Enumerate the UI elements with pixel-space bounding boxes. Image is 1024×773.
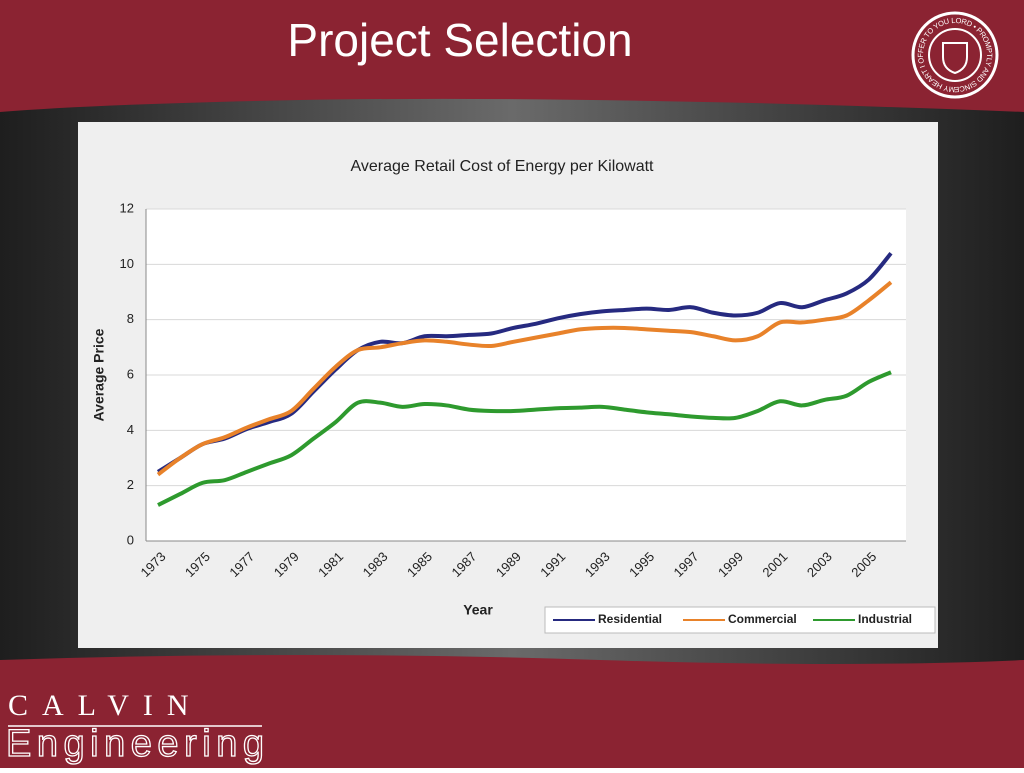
legend-label: Residential <box>598 612 662 626</box>
brand-top: CALVIN <box>8 689 203 722</box>
x-axis-label: Year <box>463 602 493 618</box>
header-band <box>0 0 1024 112</box>
legend-label: Industrial <box>858 612 912 626</box>
series-line <box>156 280 893 477</box>
y-tick-label: 6 <box>127 366 134 381</box>
footer-band <box>0 655 1024 768</box>
y-tick-label: 0 <box>127 532 134 547</box>
y-tick-label: 2 <box>127 477 134 492</box>
brand-bottom: Engineering <box>6 723 264 765</box>
seal-shield <box>942 42 968 75</box>
legend <box>544 606 936 634</box>
legend-label: Commercial <box>728 612 797 626</box>
y-tick-label: 4 <box>127 422 134 437</box>
chart-title: Average Retail Cost of Energy per Kilowa… <box>351 158 655 175</box>
series-line <box>157 370 892 507</box>
y-tick-label: 12 <box>120 200 134 215</box>
y-axis-label: Average Price <box>91 328 107 421</box>
series-line <box>156 251 893 474</box>
y-tick-label: 8 <box>127 311 134 326</box>
seal-inner <box>928 28 982 82</box>
y-tick-label: 10 <box>120 256 134 271</box>
seal <box>911 11 999 99</box>
slide-title: Project Selection <box>287 14 632 66</box>
